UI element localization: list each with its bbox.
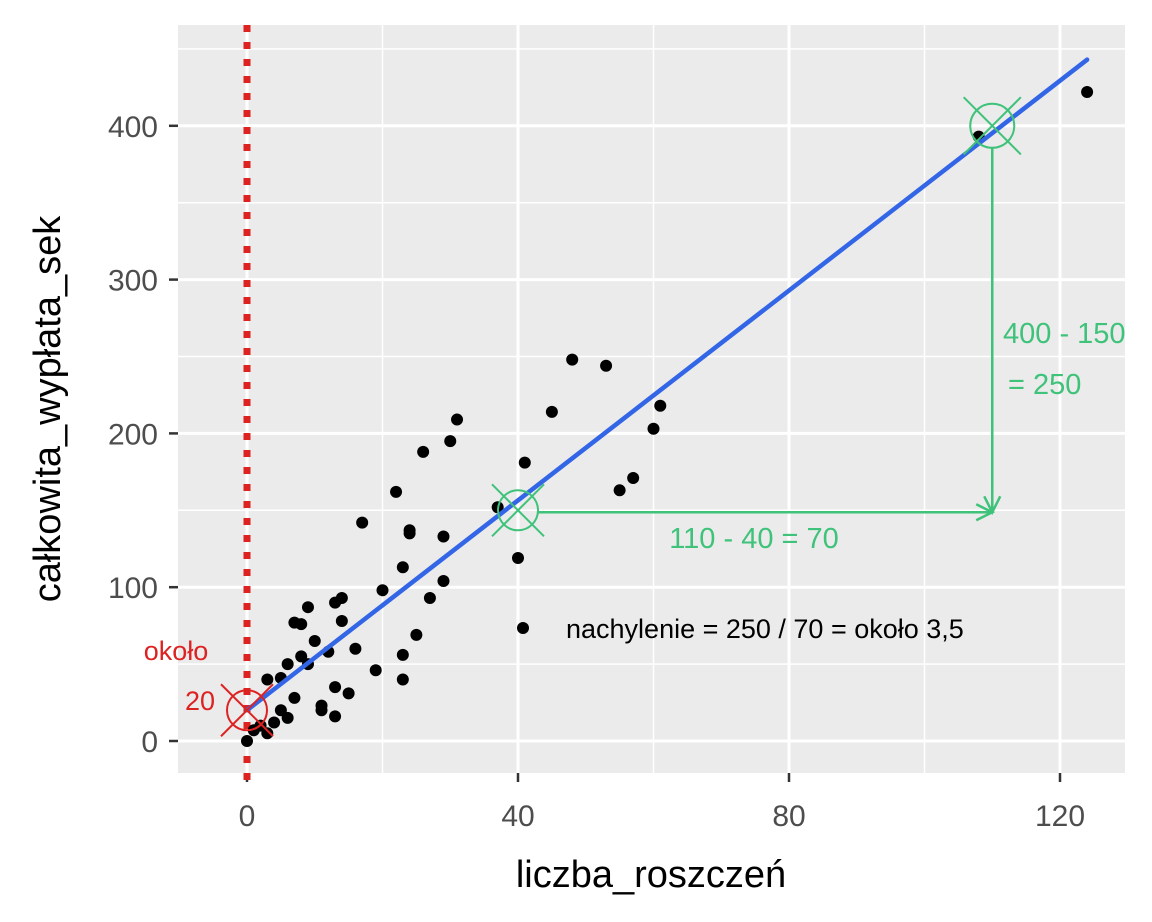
data-point xyxy=(356,516,369,529)
data-point xyxy=(390,485,403,498)
y-tick-label: 200 xyxy=(108,418,158,451)
data-point xyxy=(329,710,342,723)
data-point xyxy=(417,445,430,458)
intercept-marker xyxy=(220,683,274,737)
data-point xyxy=(335,591,348,604)
data-point xyxy=(396,648,409,661)
slope-construction xyxy=(491,96,1022,538)
data-point xyxy=(627,472,640,485)
y-tick-label: 0 xyxy=(141,726,158,759)
data-point xyxy=(241,735,253,747)
data-point xyxy=(268,716,281,729)
data-point xyxy=(566,353,579,366)
data-point xyxy=(647,422,660,435)
slope-legend-dot xyxy=(517,622,529,634)
data-point xyxy=(288,691,301,704)
data-point xyxy=(295,618,308,631)
x-tick-label: 120 xyxy=(1035,800,1085,833)
y-axis-title: całkowita_wypłata_sek xyxy=(27,215,69,603)
y-tick-label: 300 xyxy=(108,265,158,298)
x-axis-ticks: 0 40 80 120 xyxy=(239,773,1085,833)
rise-arrow-head xyxy=(983,495,1002,516)
start-marker-circle xyxy=(497,489,539,532)
data-point xyxy=(349,642,362,655)
data-point xyxy=(1081,85,1094,98)
intercept-label-line-2: 20 xyxy=(185,686,215,716)
data-point xyxy=(423,591,436,604)
data-point xyxy=(261,727,274,740)
x-tick-label: 40 xyxy=(501,800,534,833)
data-point xyxy=(274,704,287,717)
intercept-circle-cross-b xyxy=(220,683,274,737)
x-tick-label: 80 xyxy=(772,800,805,833)
data-point xyxy=(315,704,328,717)
x-tick-label: 0 xyxy=(239,800,256,833)
y-axis-ticks: 0 100 200 300 400 xyxy=(108,111,178,759)
rise-label-line-1: 400 - 150 xyxy=(1003,318,1126,350)
data-point xyxy=(281,658,294,671)
start-marker xyxy=(491,483,545,538)
data-point xyxy=(437,575,450,588)
run-label: 110 - 40 = 70 xyxy=(669,523,839,555)
data-point xyxy=(295,650,308,663)
data-point xyxy=(396,561,409,574)
slope-label: nachylenie = 250 / 70 = około 3,5 xyxy=(566,614,964,644)
data-point xyxy=(437,530,450,543)
data-point xyxy=(512,551,524,564)
data-point xyxy=(518,456,531,469)
data-point xyxy=(376,584,389,597)
minor-gridlines xyxy=(178,25,1125,773)
data-point xyxy=(301,601,314,614)
intercept-circle-circle xyxy=(226,689,268,732)
data-point xyxy=(396,673,409,686)
y-tick-label: 400 xyxy=(108,111,158,144)
intercept-label-line-1: około xyxy=(144,636,209,666)
end-marker-cross-b xyxy=(962,96,1022,156)
y-tick-label: 100 xyxy=(108,572,158,605)
data-point xyxy=(654,399,667,412)
x-axis-title: liczba_roszczeń xyxy=(516,854,786,896)
data-point xyxy=(281,711,294,724)
data-point xyxy=(410,628,423,641)
data-point xyxy=(545,405,558,418)
intercept-circle xyxy=(220,683,274,737)
data-point xyxy=(613,484,626,497)
data-points xyxy=(241,85,1094,747)
data-point xyxy=(403,527,416,540)
data-point xyxy=(335,615,348,628)
data-point xyxy=(342,687,355,700)
rise-label-line-2: = 250 xyxy=(1008,369,1081,401)
data-point xyxy=(600,359,613,372)
data-point xyxy=(329,681,342,694)
regression-line xyxy=(244,57,1090,713)
data-point xyxy=(369,664,382,677)
data-point xyxy=(444,435,457,448)
start-marker-cross-b xyxy=(491,483,545,538)
data-point xyxy=(451,413,464,426)
data-point xyxy=(308,635,321,648)
data-point xyxy=(261,673,274,686)
